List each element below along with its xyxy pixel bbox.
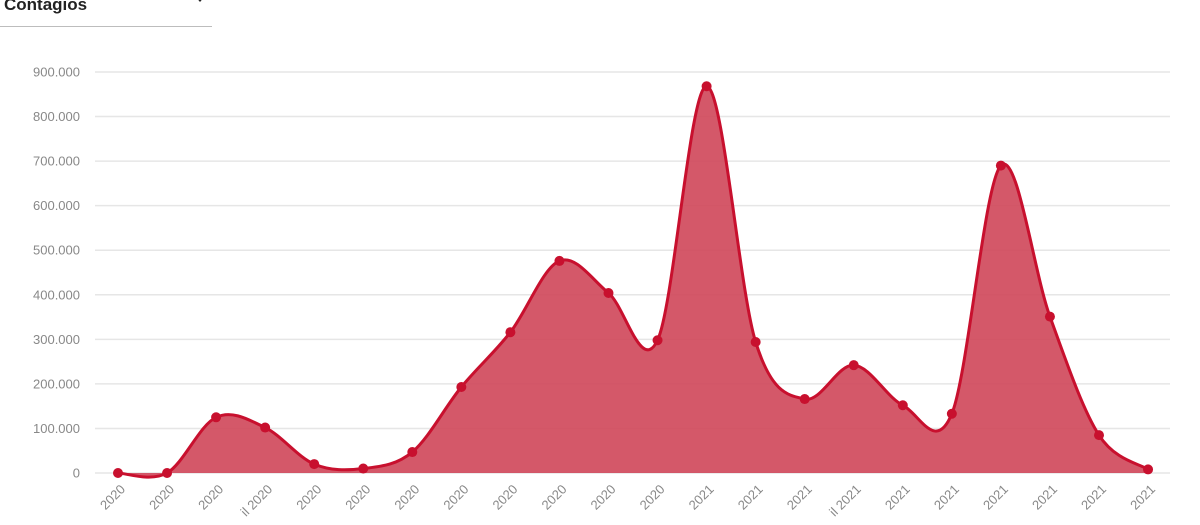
x-tick-label: 2020	[588, 482, 619, 513]
y-tick-label: 900.000	[33, 65, 80, 80]
data-point[interactable]	[1044, 311, 1055, 322]
data-point[interactable]	[162, 468, 173, 478]
x-tick-label: il 2021	[826, 482, 864, 520]
data-point[interactable]	[554, 255, 565, 266]
data-point[interactable]	[652, 335, 663, 346]
series-area	[113, 81, 1154, 479]
x-tick-label: 2020	[391, 482, 422, 513]
x-tick-label: 2020	[440, 482, 471, 513]
x-tick-label: 2020	[146, 482, 177, 513]
x-tick-label: 2020	[489, 482, 520, 513]
data-point[interactable]	[505, 327, 516, 338]
x-tick-label: il 2020	[238, 482, 276, 520]
y-tick-label: 200.000	[33, 376, 80, 391]
y-axis: 0 100.000 200.000 300.000 400.000 500.000 600.…	[33, 65, 80, 481]
y-tick-label: 300.000	[33, 332, 80, 347]
data-point[interactable]	[1094, 430, 1104, 441]
data-point[interactable]	[897, 400, 908, 411]
x-tick-label: 2020	[97, 482, 128, 513]
x-tick-label: 2020	[539, 482, 570, 513]
data-point[interactable]	[407, 447, 418, 458]
x-tick-label: 2021	[735, 482, 766, 513]
data-point[interactable]	[995, 160, 1006, 171]
x-tick-label: 2021	[1078, 482, 1109, 513]
y-tick-label: 800.000	[33, 109, 80, 124]
y-tick-label: 500.000	[33, 243, 80, 258]
x-tick-label: 2020	[637, 482, 668, 513]
metric-selector[interactable]: Contagios	[0, 0, 212, 27]
x-tick-label: 2021	[686, 482, 717, 513]
metric-selector-label: Contagios	[4, 0, 88, 14]
x-tick-label: 2021	[882, 482, 913, 513]
x-tick-label: 2021	[980, 482, 1011, 513]
y-tick-label: 400.000	[33, 287, 80, 302]
data-point[interactable]	[309, 459, 320, 470]
y-tick-label: 700.000	[33, 154, 80, 169]
x-tick-label: 2021	[1029, 482, 1060, 513]
x-tick-label: 2021	[1127, 482, 1158, 513]
chevron-down-icon	[198, 0, 202, 2]
area-fill	[118, 86, 1149, 478]
data-point[interactable]	[456, 382, 467, 393]
x-axis: 2020 2020 2020 il 2020 2020 2020 2020 2020 2020 2…	[97, 482, 1158, 520]
data-point[interactable]	[211, 412, 222, 423]
x-tick-label: 2021	[784, 482, 815, 513]
data-point[interactable]	[603, 287, 614, 298]
x-tick-label: 2020	[195, 482, 226, 513]
data-point[interactable]	[701, 81, 712, 92]
x-tick-label: 2020	[293, 482, 324, 513]
data-point[interactable]	[113, 468, 123, 478]
y-tick-label: 0	[73, 466, 80, 481]
y-tick-label: 600.000	[33, 198, 80, 213]
data-point[interactable]	[260, 422, 271, 433]
series-line	[117, 84, 1149, 479]
data-point[interactable]	[848, 360, 859, 371]
data-point[interactable]	[1143, 464, 1154, 475]
data-point[interactable]	[750, 337, 761, 348]
x-tick-label: 2021	[931, 482, 962, 513]
data-point[interactable]	[358, 463, 369, 474]
data-point[interactable]	[799, 394, 810, 405]
y-tick-label: 100.000	[33, 421, 80, 436]
data-point[interactable]	[946, 408, 957, 419]
x-tick-label: 2020	[342, 482, 373, 513]
